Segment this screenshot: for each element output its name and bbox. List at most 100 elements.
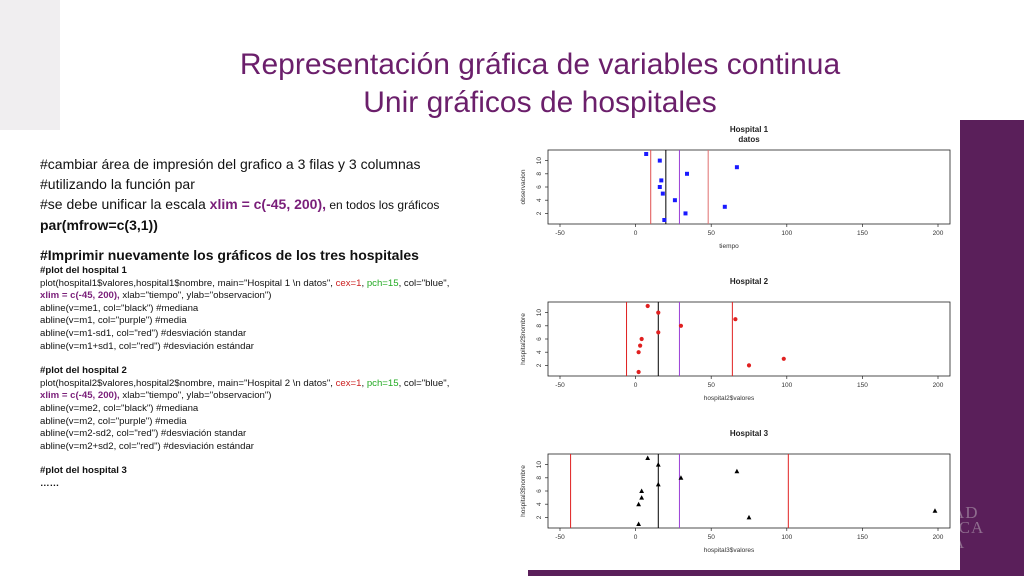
data-point [655, 462, 661, 467]
code-cex: cex=1 [335, 277, 362, 289]
x-tick-label: 50 [708, 382, 716, 389]
data-point [655, 481, 661, 487]
code-text: xlab="tiempo", ylab="observacion") [119, 390, 272, 402]
y-tick-label: 2 [536, 363, 543, 367]
x-axis-label: tiempo [719, 243, 739, 250]
data-point [638, 343, 643, 348]
code-text: xlab="tiempo", ylab="observacion") [119, 290, 272, 302]
data-point [657, 158, 662, 163]
data-point [636, 369, 641, 375]
data-point [722, 204, 727, 209]
code-heading: #Imprimir nuevamente los gráficos de los… [40, 247, 419, 263]
y-tick-label: 8 [536, 324, 543, 328]
code-abline: abline(v=m2+sd2, col="red") #desviación … [40, 440, 254, 452]
x-tick-label: 100 [781, 534, 792, 541]
code-hospital3-comment: #plot del hospital 3 [40, 465, 127, 477]
data-point [636, 521, 642, 526]
code-ellipsis: …… [40, 477, 60, 489]
x-tick-label: 0 [634, 534, 638, 541]
slide-title: Representación gráfica de variables cont… [239, 48, 841, 81]
code-comment: #utilizando la función par [40, 176, 195, 192]
y-tick-label: 2 [536, 515, 543, 519]
code-plot-line: xlim = c(-45, 200), xlab="tiempo", ylab=… [40, 290, 490, 303]
x-tick-label: 50 [708, 230, 716, 237]
chart-title: Hospital 3 [730, 429, 769, 438]
code-text: , col="blue", [398, 277, 450, 289]
data-point [733, 317, 738, 322]
chart-title: Hospital 1 [730, 125, 769, 134]
code-pch: pch=15 [366, 277, 399, 289]
code-xlim-highlight: xlim = c(-45, 200), [209, 196, 327, 212]
y-tick-label: 8 [536, 476, 543, 480]
code-text: , [361, 277, 367, 289]
x-tick-label: 200 [933, 382, 944, 389]
y-tick-label: 10 [536, 461, 543, 469]
code-scale-line: #se debe unificar la escala xlim = c(-45… [40, 194, 490, 215]
code-abline: abline(v=me2, col="black") #mediana [40, 402, 199, 414]
data-point [639, 336, 644, 342]
x-tick-label: 200 [933, 230, 944, 237]
y-tick-label: 10 [536, 309, 543, 317]
x-tick-label: 150 [857, 534, 868, 541]
data-point [734, 468, 740, 474]
code-xlim: xlim = c(-45, 200), [40, 290, 120, 302]
data-point [639, 488, 645, 493]
code-abline: abline(v=m1, col="purple") #media [40, 315, 187, 327]
code-abline: abline(v=me1, col="black") #mediana [40, 302, 199, 314]
code-comment: #cambiar área de impresión del grafico a… [40, 156, 421, 172]
code-abline: abline(v=m1+sd1, col="red") #desviación … [40, 340, 254, 352]
data-point [636, 501, 642, 507]
data-point [678, 323, 684, 328]
data-point [678, 475, 684, 480]
data-point [734, 165, 739, 170]
code-text: #se debe unificar la escala [40, 196, 210, 212]
code-par-line: par(mfrow=c(3,1)) [40, 217, 158, 233]
data-point [656, 330, 661, 335]
data-point [746, 514, 752, 520]
x-tick-label: 150 [857, 230, 868, 237]
data-point [657, 185, 662, 189]
data-point [656, 310, 661, 315]
data-point [636, 350, 641, 355]
y-axis-label: hospital3$nombre [520, 465, 527, 517]
code-hospital2-comment: #plot del hospital 2 [40, 365, 127, 377]
data-point [644, 152, 649, 156]
x-tick-label: 150 [857, 382, 868, 389]
code-text: plot(hospital1$valores,hospital1$nombre,… [40, 277, 336, 289]
x-tick-label: 100 [781, 230, 792, 237]
code-plot-line: plot(hospital2$valores,hospital2$nombre,… [40, 378, 490, 391]
slide-subtitle: Unir gráficos de hospitales [363, 86, 717, 119]
chart-title: Hospital 2 [730, 277, 769, 286]
y-tick-label: 6 [536, 337, 543, 341]
code-hospital1-comment: #plot del hospital 1 [40, 265, 127, 276]
code-panel: #cambiar área de impresión del grafico a… [40, 154, 490, 491]
data-point [659, 178, 664, 183]
y-tick-label: 4 [536, 350, 543, 354]
x-tick-label: 0 [634, 382, 638, 389]
data-point [645, 455, 651, 460]
data-point [685, 171, 690, 176]
y-tick-label: 4 [536, 198, 543, 202]
data-point [781, 356, 786, 361]
data-point [645, 303, 650, 309]
code-xlim: xlim = c(-45, 200), [40, 390, 120, 402]
code-abline: abline(v=m2, col="purple") #media [40, 415, 187, 427]
data-point [932, 508, 938, 513]
chart-subtitle: datos [738, 135, 760, 144]
r-plot-window: Hospital 1 datos -50 0 50 100 150 200 2 4 6 8 10 tiem… [518, 118, 960, 570]
code-text: , [361, 377, 367, 389]
code-pch: pch=15 [366, 377, 399, 389]
x-tick-label: 50 [708, 534, 716, 541]
x-tick-label: 100 [781, 382, 792, 389]
x-tick-label: 200 [933, 534, 944, 541]
data-point [746, 363, 752, 368]
data-point [660, 191, 665, 196]
y-tick-label: 2 [536, 211, 543, 215]
y-tick-label: 8 [536, 172, 543, 176]
x-tick-label: -50 [555, 534, 565, 541]
x-tick-label: -50 [555, 382, 565, 389]
data-point [672, 198, 677, 203]
y-axis-label: hospital2$nombre [520, 313, 527, 365]
x-axis-label: hospital2$valores [704, 395, 755, 402]
